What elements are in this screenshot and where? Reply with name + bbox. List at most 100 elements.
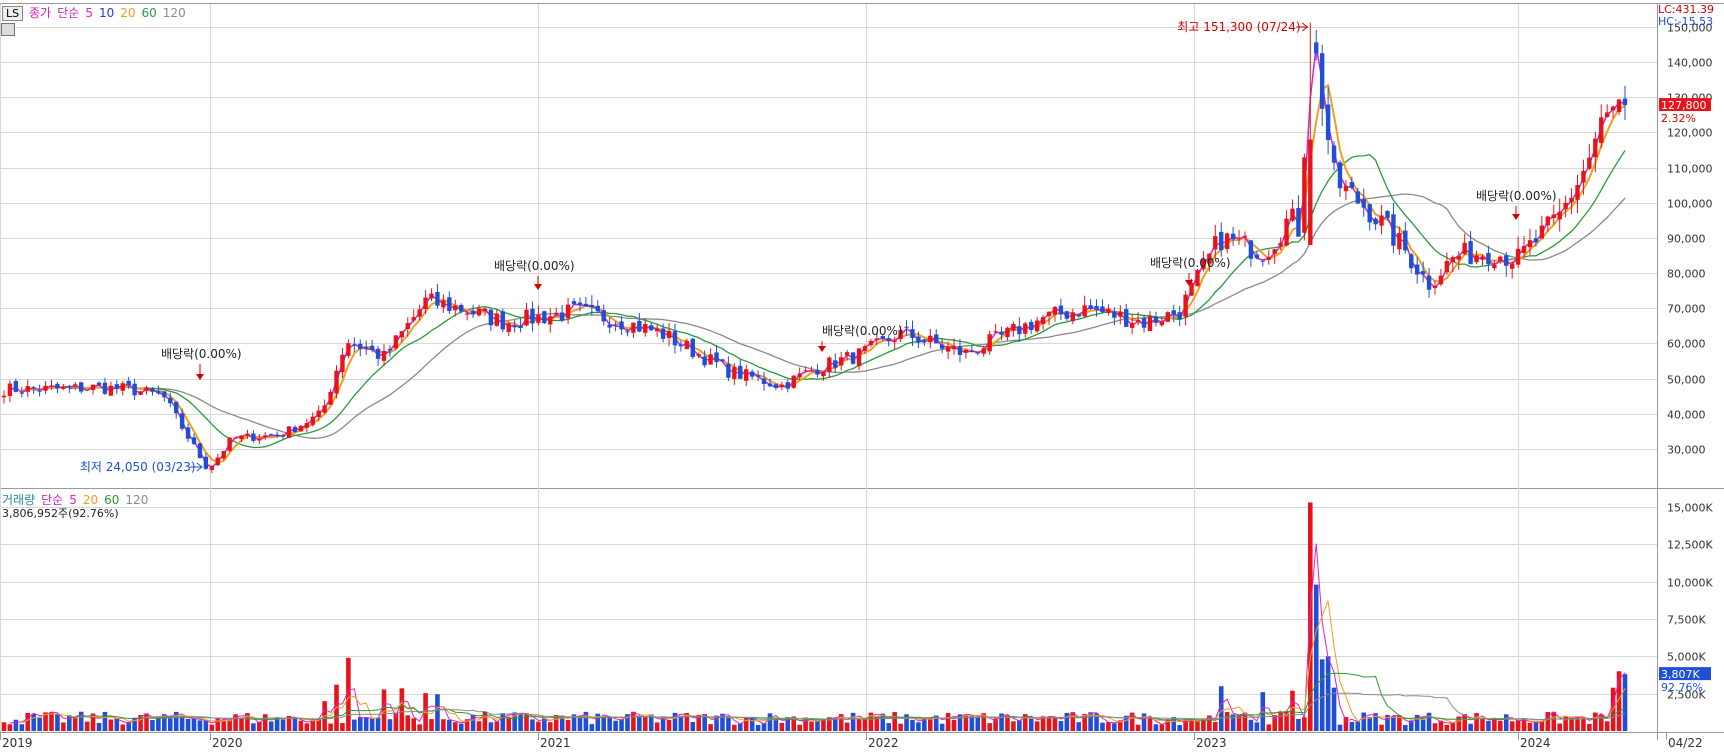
candle-body: [749, 371, 755, 377]
price-tick-label: 80,000: [1667, 268, 1706, 281]
candle-body: [1219, 231, 1224, 251]
volume-bar: [274, 717, 280, 731]
candle-body: [67, 386, 72, 388]
volume-bar: [387, 719, 393, 731]
candle-body: [738, 365, 743, 379]
candle-body: [1242, 235, 1248, 237]
ex-dividend-arrowhead: [196, 374, 204, 380]
volume-bar: [482, 711, 488, 731]
volume-bar: [268, 721, 274, 731]
candle-body: [559, 312, 565, 321]
volume-bar: [316, 718, 321, 731]
current-volume-label: 3,807K: [1661, 668, 1700, 681]
candle-body: [957, 346, 963, 355]
volume-bar: [577, 717, 583, 731]
volume-bar: [625, 714, 630, 731]
candle-body: [399, 331, 405, 338]
candle-body: [773, 384, 779, 388]
candle-body: [1230, 233, 1236, 240]
candle-body: [156, 390, 161, 394]
candle-body: [1563, 202, 1568, 209]
candle-body: [120, 383, 125, 391]
candle-body: [1373, 218, 1378, 225]
candle-body: [1337, 162, 1343, 189]
volume-bar: [90, 713, 96, 731]
volume-bar: [601, 716, 607, 731]
candle-body: [138, 391, 143, 395]
candle-body: [1224, 233, 1230, 250]
current-price-label: 127,800: [1661, 99, 1707, 112]
volume-bar: [1296, 718, 1301, 731]
candle-body: [601, 310, 606, 322]
current-volume-ratio: 92.76%: [1661, 681, 1703, 694]
candle-body: [61, 386, 66, 389]
volume-bar: [227, 719, 232, 731]
candle-body: [1070, 312, 1075, 322]
volume-bar: [1587, 723, 1592, 731]
candle-body: [1284, 218, 1289, 246]
volume-bar: [245, 713, 250, 731]
current-change-label: 2.32%: [1661, 112, 1696, 125]
volume-bar: [1385, 714, 1390, 731]
candle-body: [405, 323, 410, 330]
low-annotation: 최저 24,050 (03/23): [80, 460, 196, 474]
candle-body: [464, 313, 470, 315]
volume-bar: [1319, 659, 1325, 731]
ex-dividend-label: 배당락(0.00%): [1150, 256, 1231, 270]
candle-body: [1171, 310, 1176, 315]
candle-body: [447, 297, 452, 311]
candle-body: [1058, 305, 1064, 315]
volume-bar: [767, 713, 773, 731]
ex-dividend-arrowhead: [1512, 214, 1520, 220]
volume-bar: [933, 715, 939, 731]
candle-body: [1527, 240, 1533, 248]
volume-bar: [423, 693, 428, 731]
volume-bar: [868, 712, 874, 731]
price-tick-label: 120,000: [1667, 127, 1713, 140]
candle-body: [1533, 238, 1539, 243]
candle-body: [1450, 257, 1456, 263]
candle-body: [613, 324, 618, 326]
volume-ma120-line: [140, 692, 1626, 721]
candle-body: [595, 305, 600, 312]
candle-body: [73, 384, 78, 386]
candle-body: [1094, 305, 1099, 310]
ticker-code[interactable]: LS: [2, 6, 24, 21]
candle-body: [684, 340, 690, 350]
candle-body: [1581, 170, 1586, 183]
candle-body: [797, 373, 802, 378]
volume-bar: [417, 724, 422, 731]
volume-bar: [191, 718, 197, 731]
candle-body: [13, 381, 19, 392]
volume-bar: [1438, 720, 1444, 731]
candle-body: [862, 346, 868, 351]
grid-icon[interactable]: [1, 23, 15, 36]
candle-body: [1545, 216, 1551, 226]
candle-body: [132, 383, 137, 396]
volume-bar: [393, 712, 399, 731]
volume-bar: [1331, 687, 1337, 731]
price-tick-label: 150,000: [1667, 22, 1713, 35]
volume-bar: [714, 715, 719, 731]
candle-body: [352, 344, 357, 346]
candle-body: [257, 438, 262, 441]
candle-body: [732, 366, 737, 379]
volume-info: 3,806,952주(92.76%): [2, 507, 119, 520]
candle-body: [1587, 157, 1592, 169]
volume-bar: [791, 716, 797, 731]
candle-body: [690, 338, 695, 358]
volume-bar: [1302, 717, 1307, 731]
volume-bar: [637, 716, 642, 731]
candle-body: [19, 392, 25, 394]
candle-body: [500, 311, 505, 330]
volume-bar: [945, 713, 951, 731]
volume-bar: [1106, 722, 1111, 731]
volume-bar: [1498, 721, 1503, 731]
candle-body: [298, 425, 304, 432]
candle-body: [1135, 319, 1141, 322]
volume-bar: [809, 721, 814, 731]
volume-bar: [1088, 712, 1093, 731]
candle-body: [209, 466, 215, 470]
volume-bar: [280, 719, 286, 731]
